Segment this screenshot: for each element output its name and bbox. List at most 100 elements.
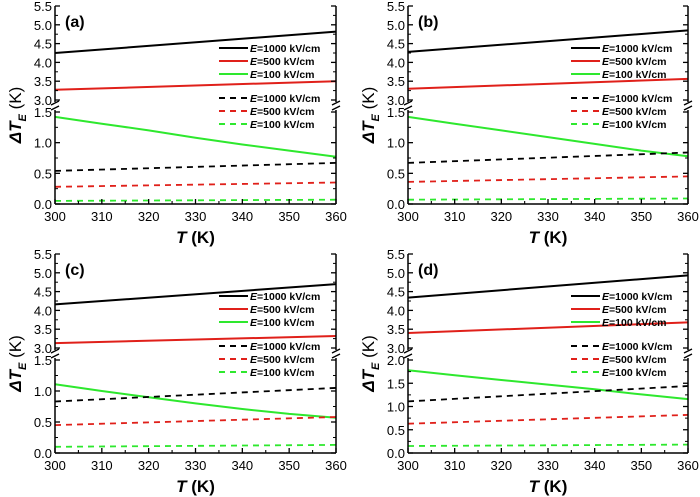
- y-axis-title-subscript: E: [17, 113, 29, 121]
- y-axis-title-symbol: T: [359, 120, 378, 132]
- y-axis-title: ΔTE (K): [359, 87, 382, 145]
- y-axis-title: ΔTE (K): [359, 335, 382, 393]
- axis-break-mark: [50, 353, 60, 359]
- x-tick-label: 320: [490, 458, 512, 473]
- legend-label-symbol: E: [250, 317, 258, 329]
- y-axis-title-unit: (K): [6, 87, 25, 114]
- series-line-dashed-500: [407, 175, 689, 183]
- y-axis-title-unit: (K): [359, 87, 378, 114]
- y-axis-title-subscript: E: [17, 362, 29, 370]
- y-tick-label: 3.5: [387, 322, 405, 337]
- x-tick-label: 330: [185, 458, 207, 473]
- legend-label-value: =1000 kV/cm: [609, 43, 672, 55]
- y-tick-label: 5.0: [387, 266, 405, 281]
- axis-break-mark: [683, 348, 693, 354]
- y-tick-label: 3.0: [387, 93, 405, 108]
- axis-break-mark: [50, 100, 60, 106]
- y-tick-label: 5.0: [387, 18, 405, 33]
- x-axis-title: T (K): [529, 228, 568, 247]
- series-line-solid-100: [407, 115, 689, 158]
- y-axis-title: ΔTE (K): [6, 335, 29, 393]
- y-axis-title-symbol: T: [359, 368, 378, 380]
- x-axis-title-symbol: T: [529, 477, 541, 496]
- legend-label: E=500 kV/cm: [250, 106, 315, 118]
- x-tick-label: 320: [138, 458, 160, 473]
- y-tick-label: 5.5: [387, 247, 405, 262]
- legend-label: E=1000 kV/cm: [250, 341, 320, 353]
- x-tick-label: 300: [44, 458, 66, 473]
- axis-break-mark: [403, 348, 413, 354]
- legend-label-value: =500 kV/cm: [609, 304, 667, 316]
- y-tick-label: 5.5: [387, 0, 405, 14]
- y-tick-label: 4.5: [387, 37, 405, 52]
- legend-label-symbol: E: [250, 367, 258, 379]
- series-line-solid-1000: [54, 283, 337, 306]
- y-tick-label: 5.5: [34, 247, 52, 262]
- y-tick-label: 0.5: [34, 415, 52, 430]
- y-tick-label: 0.5: [387, 166, 405, 181]
- y-axis-title: ΔTE (K): [6, 87, 29, 145]
- legend-label: E=500 kV/cm: [250, 304, 315, 316]
- legend-label: E=500 kV/cm: [250, 354, 315, 366]
- panel-label: (b): [418, 14, 438, 31]
- series-line-dashed-1000: [54, 387, 337, 403]
- x-tick-label: 300: [397, 209, 419, 224]
- axis-break-mark: [683, 100, 693, 106]
- axis-break-mark: [50, 105, 60, 111]
- x-tick-label: 310: [91, 458, 113, 473]
- legend-label: E=1000 kV/cm: [602, 43, 672, 55]
- legend-label-value: =100 kV/cm: [257, 367, 315, 379]
- axis-break-mark: [331, 348, 341, 354]
- legend-label-symbol: E: [250, 304, 258, 316]
- legend-label: E=500 kV/cm: [602, 106, 667, 118]
- y-tick-label: 4.0: [34, 55, 52, 70]
- x-tick-label: 320: [490, 209, 512, 224]
- x-axis-title-symbol: T: [529, 228, 541, 247]
- y-tick-label: 4.0: [387, 303, 405, 318]
- legend-label-value: =100 kV/cm: [257, 119, 315, 131]
- axis-break-mark: [403, 100, 413, 106]
- x-tick-label: 360: [325, 209, 347, 224]
- legend-label: E=100 kV/cm: [602, 119, 667, 131]
- x-tick-label: 350: [278, 209, 300, 224]
- y-axis-title-unit: (K): [6, 335, 25, 362]
- y-tick-label: 5.0: [34, 266, 52, 281]
- y-tick-label: 3.0: [34, 341, 52, 356]
- y-tick-label: 5.5: [34, 0, 52, 14]
- y-tick-label: 1.5: [387, 376, 405, 391]
- legend-label-symbol: E: [250, 354, 258, 366]
- legend-label: E=100 kV/cm: [250, 69, 315, 81]
- x-tick-label: 310: [444, 209, 466, 224]
- series-line-solid-100: [54, 115, 337, 158]
- series-line-solid-500: [54, 335, 337, 345]
- legend-label-value: =500 kV/cm: [609, 106, 667, 118]
- legend-label-symbol: E: [602, 317, 610, 329]
- legend-label-symbol: E: [602, 43, 610, 55]
- y-tick-label: 1.5: [34, 105, 52, 120]
- legend-label-value: =1000 kV/cm: [257, 43, 320, 55]
- legend-label-symbol: E: [250, 119, 258, 131]
- series-line-solid-500: [407, 77, 689, 90]
- y-tick-label: 0.0: [387, 446, 405, 461]
- legend-label-value: =500 kV/cm: [609, 354, 667, 366]
- legend-label-symbol: E: [602, 119, 610, 131]
- legend-label-symbol: E: [250, 341, 258, 353]
- x-axis-title: T (K): [176, 477, 215, 496]
- y-tick-label: 4.0: [34, 303, 52, 318]
- series-line-solid-1000: [54, 30, 337, 54]
- panel-a: 300 310 320 330 340 350 360 3.0 3.5 4.0 4.5 5.0 5.5 0…: [6, 0, 347, 247]
- x-tick-label: 310: [444, 458, 466, 473]
- legend-label-value: =100 kV/cm: [257, 317, 315, 329]
- legend-label-value: =100 kV/cm: [257, 69, 315, 81]
- panel-label: (d): [418, 262, 438, 279]
- y-axis-title-delta: Δ: [6, 380, 25, 392]
- legend-label-value: =500 kV/cm: [609, 56, 667, 68]
- axis-break-mark: [403, 353, 413, 359]
- y-tick-label: 2.0: [387, 353, 405, 368]
- legend-label: E=100 kV/cm: [602, 367, 667, 379]
- legend-label-symbol: E: [602, 93, 610, 105]
- panel-c: 300 310 320 330 340 350 360 3.0 3.5 4.0 4.5 5.0 5.5 0…: [6, 247, 347, 496]
- legend-label-symbol: E: [602, 367, 610, 379]
- x-tick-label: 340: [231, 458, 253, 473]
- legend-label-value: =100 kV/cm: [609, 69, 667, 81]
